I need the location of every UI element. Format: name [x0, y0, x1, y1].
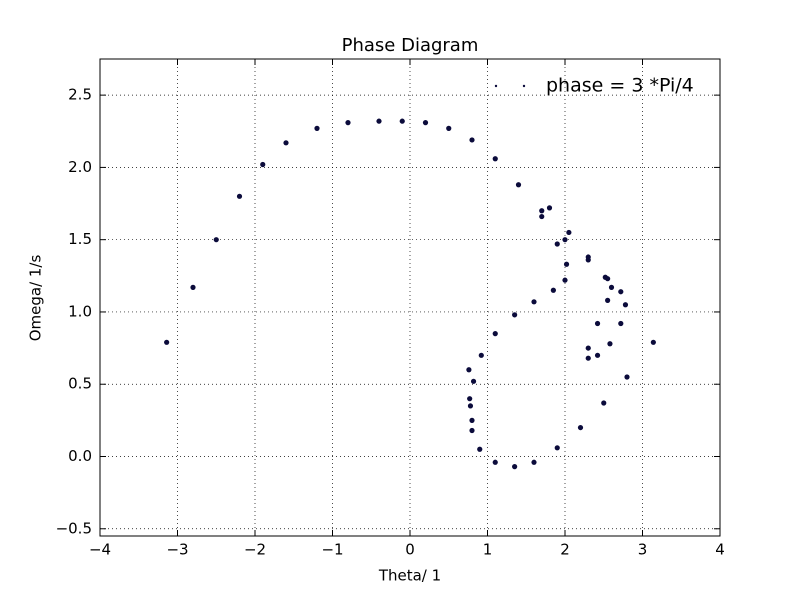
data-point: [622, 302, 629, 308]
legend-marker: [522, 84, 526, 88]
data-point: [585, 355, 591, 361]
data-point: [539, 208, 545, 214]
data-point: [213, 237, 219, 243]
data-point: [399, 118, 405, 124]
data-point: [605, 297, 611, 303]
data-point: [531, 299, 537, 305]
x-tick-label: 4: [715, 541, 725, 559]
y-axis-label: Omega/ 1/s: [27, 255, 45, 342]
data-point: [466, 367, 472, 373]
y-tick-label: 2.0: [68, 158, 92, 176]
data-point: [618, 289, 624, 295]
data-point: [585, 254, 591, 260]
x-axis-label: Theta/ 1: [378, 567, 441, 585]
data-point: [594, 320, 601, 327]
data-point: [492, 331, 498, 337]
chart-title: Phase Diagram: [342, 35, 479, 56]
data-point: [601, 400, 607, 406]
plot-frame: [99, 58, 721, 537]
x-tick-label: 2: [560, 541, 570, 559]
data-point: [546, 205, 553, 211]
data-point: [554, 445, 560, 451]
data-point: [624, 374, 630, 380]
data-point: [345, 120, 351, 126]
data-point: [531, 459, 537, 465]
y-tick-label: 0.0: [68, 447, 92, 465]
y-tick-label: 1.5: [68, 230, 92, 248]
x-tick-label: −1: [321, 541, 343, 559]
data-point: [512, 464, 518, 470]
data-point: [562, 237, 568, 243]
data-point: [566, 229, 572, 236]
data-point: [422, 120, 429, 126]
data-point: [607, 341, 613, 347]
data-point: [550, 287, 556, 293]
data-point: [650, 339, 656, 345]
data-point: [467, 403, 474, 409]
data-point: [467, 396, 473, 402]
data-point: [470, 378, 477, 384]
x-tick-label: −3: [166, 541, 188, 559]
data-point: [469, 427, 475, 434]
data-point: [577, 424, 584, 431]
data-point: [608, 284, 615, 290]
data-point: [469, 417, 475, 423]
data-point: [594, 352, 601, 358]
x-tick-label: −2: [244, 541, 266, 559]
y-tick-label: 0.5: [68, 375, 92, 393]
data-point: [164, 339, 170, 345]
data-point: [376, 118, 382, 124]
data-point: [563, 261, 570, 267]
data-point: [492, 156, 498, 162]
legend-label: phase = 3 *Pi/4: [546, 75, 694, 97]
data-point: [260, 161, 266, 168]
y-tick-label: 2.5: [68, 86, 92, 104]
data-point: [314, 125, 320, 131]
data-point: [618, 320, 624, 327]
data-point: [539, 213, 545, 220]
data-point: [554, 241, 560, 247]
data-point: [469, 137, 475, 143]
x-tick-label: 3: [638, 541, 648, 559]
data-point: [446, 125, 452, 131]
y-tick-label: 1.0: [68, 302, 92, 320]
x-tick-label: 1: [483, 541, 493, 559]
data-point: [190, 284, 196, 290]
data-point: [585, 345, 591, 351]
data-point: [236, 193, 243, 199]
data-point: [515, 182, 522, 188]
data-point: [478, 352, 484, 358]
data-point: [492, 459, 498, 465]
data-point: [602, 274, 608, 280]
x-tick-label: −4: [89, 541, 111, 559]
data-point: [477, 446, 483, 452]
x-tick-label: 0: [405, 541, 415, 559]
data-point: [562, 277, 568, 283]
legend-marker: [494, 84, 498, 88]
data-point: [283, 140, 289, 146]
y-tick-label: −0.5: [56, 519, 92, 537]
data-point: [512, 312, 518, 318]
